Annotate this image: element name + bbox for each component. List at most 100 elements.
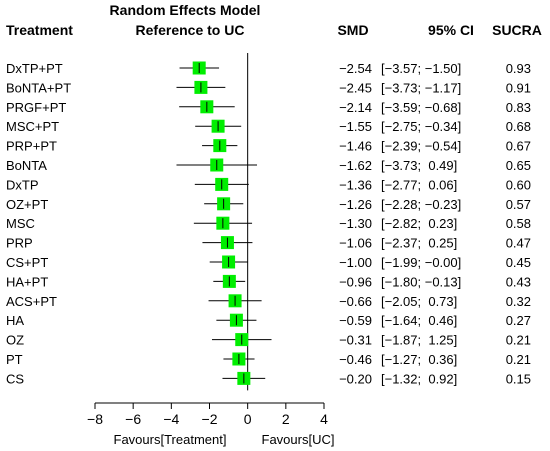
forest-row: DxTP −1.36 [−2.77; 0.06] 0.60 (6, 177, 531, 192)
smd-value: −1.00 (339, 255, 372, 270)
header-sucra: SUCRA (492, 22, 542, 38)
treatment-label: CS (6, 371, 24, 386)
ci-value: [−3.73; 0.49] (381, 158, 457, 173)
ci-value: [−1.80; −0.13] (381, 274, 461, 289)
smd-value: −0.59 (339, 313, 372, 328)
forest-row: OZ −0.31 [−1.87; 1.25] 0.21 (6, 333, 531, 348)
treatment-label: HA+PT (6, 274, 48, 289)
forest-row: PRGF+PT −2.14 [−3.59; −0.68] 0.83 (6, 100, 531, 115)
forest-row: CS −0.20 [−1.32; 0.92] 0.15 (6, 371, 531, 386)
forest-row: PRP+PT −1.46 [−2.39; −0.54] 0.67 (6, 139, 531, 154)
smd-value: −1.55 (339, 119, 372, 134)
forest-row: MSC −1.30 [−2.82; 0.23] 0.58 (6, 216, 531, 231)
sucra-value: 0.60 (506, 177, 531, 192)
treatment-label: ACS+PT (6, 294, 57, 309)
sucra-value: 0.83 (506, 100, 531, 115)
ci-value: [−2.75; −0.34] (381, 119, 461, 134)
ci-value: [−3.73; −1.17] (381, 80, 461, 95)
treatment-label: PRGF+PT (6, 100, 66, 115)
ci-value: [−2.39; −0.54] (381, 139, 461, 154)
smd-value: −2.45 (339, 80, 372, 95)
ci-value: [−3.59; −0.68] (381, 100, 461, 115)
x-tick-label: −2 (202, 411, 218, 427)
x-tick-label: −4 (163, 411, 179, 427)
ci-value: [−2.82; 0.23] (381, 216, 457, 231)
forest-row: HA −0.59 [−1.64; 0.46] 0.27 (6, 313, 531, 328)
ci-value: [−1.32; 0.92] (381, 371, 457, 386)
treatment-label: PRP+PT (6, 139, 57, 154)
smd-value: −1.26 (339, 197, 372, 212)
forest-row: PT −0.46 [−1.27; 0.36] 0.21 (6, 352, 531, 367)
smd-value: −2.54 (339, 61, 372, 76)
sucra-value: 0.67 (506, 139, 531, 154)
sucra-value: 0.21 (506, 333, 531, 348)
ci-value: [−1.27; 0.36] (381, 352, 457, 367)
treatment-label: DxTP (6, 177, 39, 192)
smd-value: −1.06 (339, 236, 372, 251)
forest-row: OZ+PT −1.26 [−2.28; −0.23] 0.57 (6, 197, 531, 212)
treatment-label: PRP (6, 236, 33, 251)
forest-row: ACS+PT −0.66 [−2.05; 0.73] 0.32 (6, 294, 531, 309)
treatment-label: PT (6, 352, 23, 367)
treatment-label: MSC+PT (6, 119, 59, 134)
forest-row: DxTP+PT −2.54 [−3.57; −1.50] 0.93 (6, 61, 531, 76)
ci-value: [−3.57; −1.50] (381, 61, 461, 76)
ci-value: [−1.87; 1.25] (381, 333, 457, 348)
x-label-favours-treatment: Favours[Treatment] (114, 432, 227, 447)
treatment-label: OZ (6, 333, 24, 348)
smd-value: −0.46 (339, 352, 372, 367)
sucra-value: 0.58 (506, 216, 531, 231)
x-tick-label: −6 (125, 411, 141, 427)
forest-row: CS+PT −1.00 [−1.99; −0.00] 0.45 (6, 255, 531, 270)
x-label-favours-uc: Favours[UC] (262, 432, 335, 447)
smd-value: −0.66 (339, 294, 372, 309)
chart-title-line2: Reference to UC (136, 22, 245, 38)
x-tick-label: −8 (87, 411, 103, 427)
smd-value: −2.14 (339, 100, 372, 115)
treatment-label: HA (6, 313, 24, 328)
x-tick-label: 2 (282, 411, 290, 427)
sucra-value: 0.47 (506, 236, 531, 251)
ci-value: [−2.37; 0.25] (381, 236, 457, 251)
sucra-value: 0.32 (506, 294, 531, 309)
sucra-value: 0.21 (506, 352, 531, 367)
ci-value: [−1.99; −0.00] (381, 255, 461, 270)
rows-layer: DxTP+PT −2.54 [−3.57; −1.50] 0.93 BoNTA+PT −2… (6, 53, 531, 391)
smd-value: −0.20 (339, 371, 372, 386)
treatment-label: DxTP+PT (6, 61, 63, 76)
forest-row: BoNTA −1.62 [−3.73; 0.49] 0.65 (6, 158, 531, 173)
ci-value: [−2.77; 0.06] (381, 177, 457, 192)
forest-row: PRP −1.06 [−2.37; 0.25] 0.47 (6, 236, 531, 251)
sucra-value: 0.57 (506, 197, 531, 212)
sucra-value: 0.43 (506, 274, 531, 289)
smd-value: −1.62 (339, 158, 372, 173)
sucra-value: 0.68 (506, 119, 531, 134)
treatment-label: BoNTA+PT (6, 80, 71, 95)
sucra-value: 0.65 (506, 158, 531, 173)
header-smd: SMD (337, 22, 368, 38)
ci-value: [−2.05; 0.73] (381, 294, 457, 309)
smd-value: −0.96 (339, 274, 372, 289)
sucra-value: 0.27 (506, 313, 531, 328)
x-axis: −8 −6 −4 −2 0 2 4 (87, 402, 328, 427)
x-tick-label: 0 (244, 411, 252, 427)
smd-value: −1.46 (339, 139, 372, 154)
smd-value: −1.36 (339, 177, 372, 192)
forest-row: MSC+PT −1.55 [−2.75; −0.34] 0.68 (6, 119, 531, 134)
sucra-value: 0.45 (506, 255, 531, 270)
treatment-label: BoNTA (6, 158, 47, 173)
forest-row: BoNTA+PT −2.45 [−3.73; −1.17] 0.91 (6, 80, 531, 95)
sucra-value: 0.91 (506, 80, 531, 95)
treatment-label: CS+PT (6, 255, 48, 270)
sucra-value: 0.15 (506, 371, 531, 386)
sucra-value: 0.93 (506, 61, 531, 76)
ci-value: [−1.64; 0.46] (381, 313, 457, 328)
treatment-label: OZ+PT (6, 197, 48, 212)
header-ci: 95% CI (428, 22, 474, 38)
smd-value: −1.30 (339, 216, 372, 231)
chart-title-line1: Random Effects Model (110, 2, 261, 18)
x-tick-label: 4 (320, 411, 328, 427)
treatment-label: MSC (6, 216, 35, 231)
